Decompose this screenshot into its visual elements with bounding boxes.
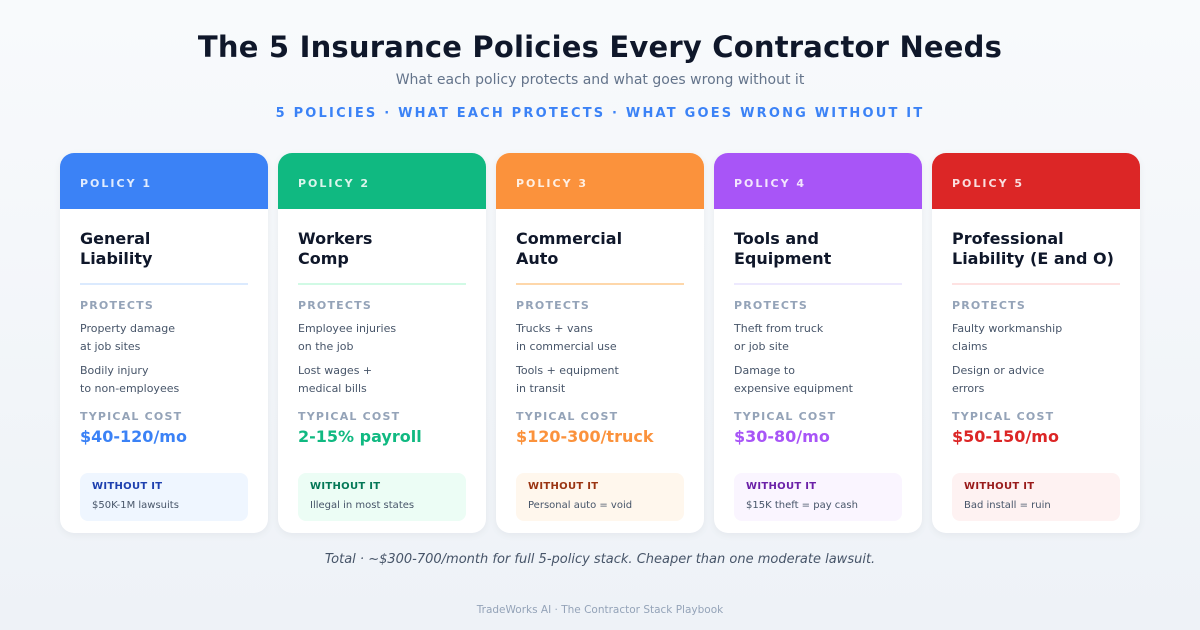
without-it-box: WITHOUT IT Personal auto = void: [516, 473, 684, 521]
policy-name: Tools and Equipment: [734, 229, 832, 268]
policy-tag: POLICY 5: [932, 153, 1140, 209]
divider: [298, 283, 466, 285]
policy-tag: POLICY 2: [278, 153, 486, 209]
policy-tag: POLICY 4: [714, 153, 922, 209]
without-it-text: $50K-1M lawsuits: [92, 500, 179, 511]
without-it-box: WITHOUT IT Bad install = ruin: [952, 473, 1120, 521]
protects-item: Lost wages + medical bills: [298, 364, 373, 395]
policy-card: POLICY 5 Professional Liability (E and O…: [932, 153, 1140, 533]
without-it-box: WITHOUT IT $50K-1M lawsuits: [80, 473, 248, 521]
without-it-box: WITHOUT IT Illegal in most states: [298, 473, 466, 521]
protects-item: Damage to expensive equipment: [734, 364, 853, 395]
policy-card: POLICY 4 Tools and Equipment PROTECTS Th…: [714, 153, 922, 533]
without-it-label: WITHOUT IT: [310, 481, 381, 492]
protects-item: Design or advice errors: [952, 364, 1045, 395]
without-it-label: WITHOUT IT: [964, 481, 1035, 492]
protects-label: PROTECTS: [952, 299, 1026, 312]
policy-cards: POLICY 1 General Liability PROTECTS Prop…: [60, 153, 1140, 533]
typical-cost-value: $40-120/mo: [80, 427, 187, 446]
kicker-line: 5 POLICIES · WHAT EACH PROTECTS · WHAT G…: [275, 106, 925, 121]
divider: [516, 283, 684, 285]
without-it-label: WITHOUT IT: [528, 481, 599, 492]
protects-label: PROTECTS: [298, 299, 372, 312]
typical-cost-label: TYPICAL COST: [298, 410, 401, 423]
policy-card: POLICY 2 Workers Comp PROTECTS Employee …: [278, 153, 486, 533]
policy-tag: POLICY 3: [496, 153, 704, 209]
without-it-text: $15K theft = pay cash: [746, 500, 858, 511]
without-it-text: Bad install = ruin: [964, 500, 1051, 511]
policy-card: POLICY 1 General Liability PROTECTS Prop…: [60, 153, 268, 533]
typical-cost-value: $30-80/mo: [734, 427, 830, 446]
policy-tag: POLICY 1: [60, 153, 268, 209]
page-title: The 5 Insurance Policies Every Contracto…: [197, 30, 1003, 64]
typical-cost-value: $50-150/mo: [952, 427, 1059, 446]
typical-cost-label: TYPICAL COST: [952, 410, 1055, 423]
policy-name: General Liability: [80, 229, 153, 268]
total-summary: Total · ~$300-700/month for full 5-polic…: [324, 552, 876, 567]
protects-item: Property damage at job sites: [80, 322, 175, 353]
policy-name: Commercial Auto: [516, 229, 623, 268]
page-subtitle: What each policy protects and what goes …: [395, 72, 805, 88]
without-it-text: Illegal in most states: [310, 500, 415, 511]
policy-card: POLICY 3 Commercial Auto PROTECTS Trucks…: [496, 153, 704, 533]
protects-label: PROTECTS: [80, 299, 154, 312]
typical-cost-value: 2-15% payroll: [298, 427, 422, 446]
divider: [80, 283, 248, 285]
policy-name: Professional Liability (E and O): [952, 229, 1114, 268]
divider: [952, 283, 1120, 285]
policy-name: Workers Comp: [298, 229, 373, 268]
without-it-label: WITHOUT IT: [92, 481, 163, 492]
protects-item: Trucks + vans in commercial use: [516, 322, 617, 353]
without-it-label: WITHOUT IT: [746, 481, 817, 492]
typical-cost-label: TYPICAL COST: [516, 410, 619, 423]
typical-cost-label: TYPICAL COST: [80, 410, 183, 423]
footer-credit: TradeWorks AI · The Contractor Stack Pla…: [476, 604, 724, 616]
without-it-box: WITHOUT IT $15K theft = pay cash: [734, 473, 902, 521]
protects-label: PROTECTS: [734, 299, 808, 312]
protects-item: Bodily injury to non-employees: [80, 364, 180, 395]
typical-cost-label: TYPICAL COST: [734, 410, 837, 423]
protects-item: Employee injuries on the job: [298, 322, 397, 353]
protects-item: Theft from truck or job site: [734, 322, 824, 353]
without-it-text: Personal auto = void: [528, 500, 633, 511]
protects-item: Tools + equipment in transit: [516, 364, 619, 395]
divider: [734, 283, 902, 285]
protects-label: PROTECTS: [516, 299, 590, 312]
typical-cost-value: $120-300/truck: [516, 427, 654, 446]
protects-item: Faulty workmanship claims: [952, 322, 1063, 353]
